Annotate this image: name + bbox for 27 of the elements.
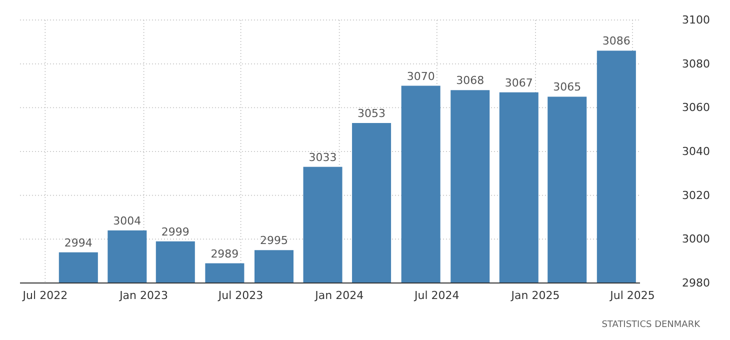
x-tick-label: Jul 2022 bbox=[22, 288, 68, 302]
x-tick-label: Jul 2025 bbox=[609, 288, 655, 302]
y-tick-label: 3020 bbox=[682, 188, 710, 202]
data-label: 3070 bbox=[406, 70, 435, 83]
y-tick-label: 3100 bbox=[682, 14, 710, 27]
data-label: 3053 bbox=[358, 107, 386, 120]
data-label: 3068 bbox=[456, 74, 484, 88]
data-label: 3086 bbox=[602, 34, 630, 48]
data-label: 3033 bbox=[308, 150, 337, 164]
data-label: 3065 bbox=[553, 80, 582, 94]
data-label: 2999 bbox=[161, 225, 190, 238]
x-tick-label: Jul 2024 bbox=[414, 288, 460, 302]
data-label: 3067 bbox=[504, 76, 533, 90]
x-tick-label: Jan 2023 bbox=[118, 288, 168, 302]
y-tick-label: 3080 bbox=[682, 57, 710, 70]
x-tick-label: Jul 2023 bbox=[217, 288, 264, 302]
text: STATISTICS DENMARK bbox=[602, 320, 702, 330]
y-tick-label: 3000 bbox=[682, 232, 710, 246]
y-tick-label: 3060 bbox=[682, 101, 710, 114]
y-tick-label: 2980 bbox=[682, 276, 710, 290]
data-label: 2989 bbox=[210, 247, 239, 260]
data-label: 2995 bbox=[260, 234, 288, 248]
data-label: 2994 bbox=[64, 236, 92, 250]
x-tick-label: Jan 2024 bbox=[314, 288, 364, 302]
data-label: 3004 bbox=[113, 214, 142, 228]
x-tick-label: Jan 2025 bbox=[510, 288, 560, 302]
y-tick-label: 3040 bbox=[682, 145, 710, 158]
